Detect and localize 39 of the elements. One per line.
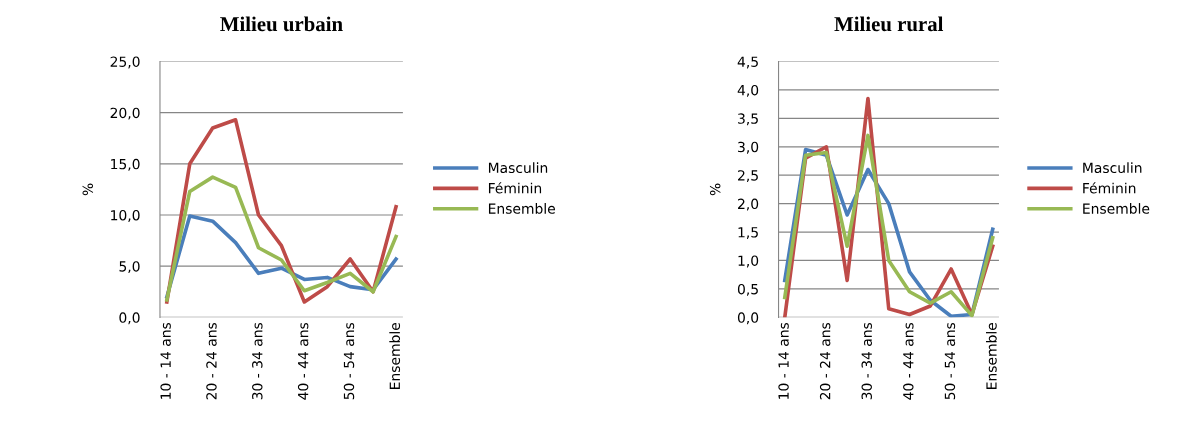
x-tick-label: 20 - 24 ans <box>206 322 217 400</box>
y-tick-label: 15,0 <box>111 158 140 171</box>
y-tick-label: 4,0 <box>737 84 759 97</box>
line-series <box>165 175 398 302</box>
x-tick-label: 50 - 54 ans <box>343 322 355 400</box>
x-tick-label: Ensemble <box>986 322 997 389</box>
y-tick-label: 3,5 <box>738 113 758 126</box>
y-tick-label: 3,0 <box>738 141 759 154</box>
y-tick-label: 0,0 <box>119 312 140 325</box>
y-tick-label: 1,0 <box>738 255 759 268</box>
y-tick-label: 20,0 <box>110 107 140 120</box>
y-tick-label: 2,5 <box>738 170 758 183</box>
chart-title: Milieu urbain <box>220 16 343 32</box>
y-tick-label: 2,0 <box>738 198 759 211</box>
legend-label: Masculin <box>488 162 548 174</box>
x-tick-label: 40 - 44 ans <box>903 322 914 400</box>
y-tick-label: 0,5 <box>737 283 758 296</box>
legend-label: Féminin <box>1083 182 1136 194</box>
x-tick-label: 30 - 34 ans <box>861 322 872 400</box>
x-tick-label: 50 - 54 ans <box>944 322 956 400</box>
legend-label: Ensemble <box>1083 203 1150 214</box>
y-tick-label: 0,0 <box>737 312 759 325</box>
legend-label: Ensemble <box>488 203 555 214</box>
y-axis-title: % <box>82 183 94 196</box>
chart-title: Milieu rural <box>834 16 944 32</box>
y-tick-label: 1,5 <box>738 227 758 239</box>
x-tick-label: 40 - 44 ans <box>297 322 309 400</box>
y-tick-label: 25,0 <box>110 56 140 69</box>
x-tick-label: 10 - 14 ans <box>778 322 789 399</box>
x-tick-label: 20 - 24 ans <box>819 322 831 400</box>
y-tick-label: 5,0 <box>119 261 140 274</box>
x-tick-label: 30 - 34 ans <box>252 322 263 400</box>
y-tick-label: 4,5 <box>737 56 758 69</box>
y-axis-title: % <box>709 183 721 196</box>
y-tick-label: 10,0 <box>111 209 140 222</box>
x-tick-label: 10 - 14 ans <box>160 322 171 399</box>
x-tick-label: Ensemble <box>389 322 401 389</box>
legend-label: Féminin <box>488 182 542 194</box>
legend-label: Masculin <box>1083 162 1142 174</box>
